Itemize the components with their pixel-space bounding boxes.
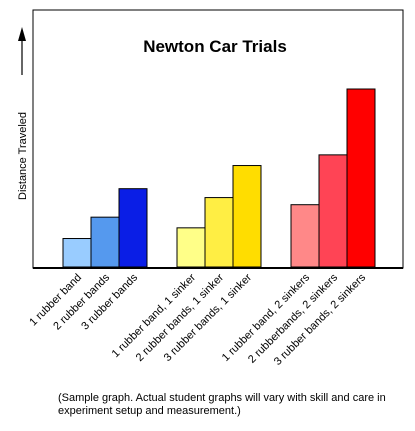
chart-title: Newton Car Trials	[143, 37, 287, 56]
bar-2	[90, 216, 120, 268]
bar-6	[232, 165, 262, 268]
bar-9	[346, 88, 376, 268]
bar-8	[318, 154, 348, 268]
bar-1	[62, 238, 92, 268]
bar-7	[290, 204, 320, 268]
y-axis-label: Distance Traveled	[17, 112, 29, 200]
bars-group	[62, 88, 376, 268]
chart-caption: (Sample graph. Actual student graphs wil…	[58, 392, 386, 417]
bar-5	[204, 197, 234, 268]
bar-3	[118, 188, 148, 268]
y-axis-arrow-head	[18, 27, 26, 41]
bar-4	[176, 227, 206, 268]
